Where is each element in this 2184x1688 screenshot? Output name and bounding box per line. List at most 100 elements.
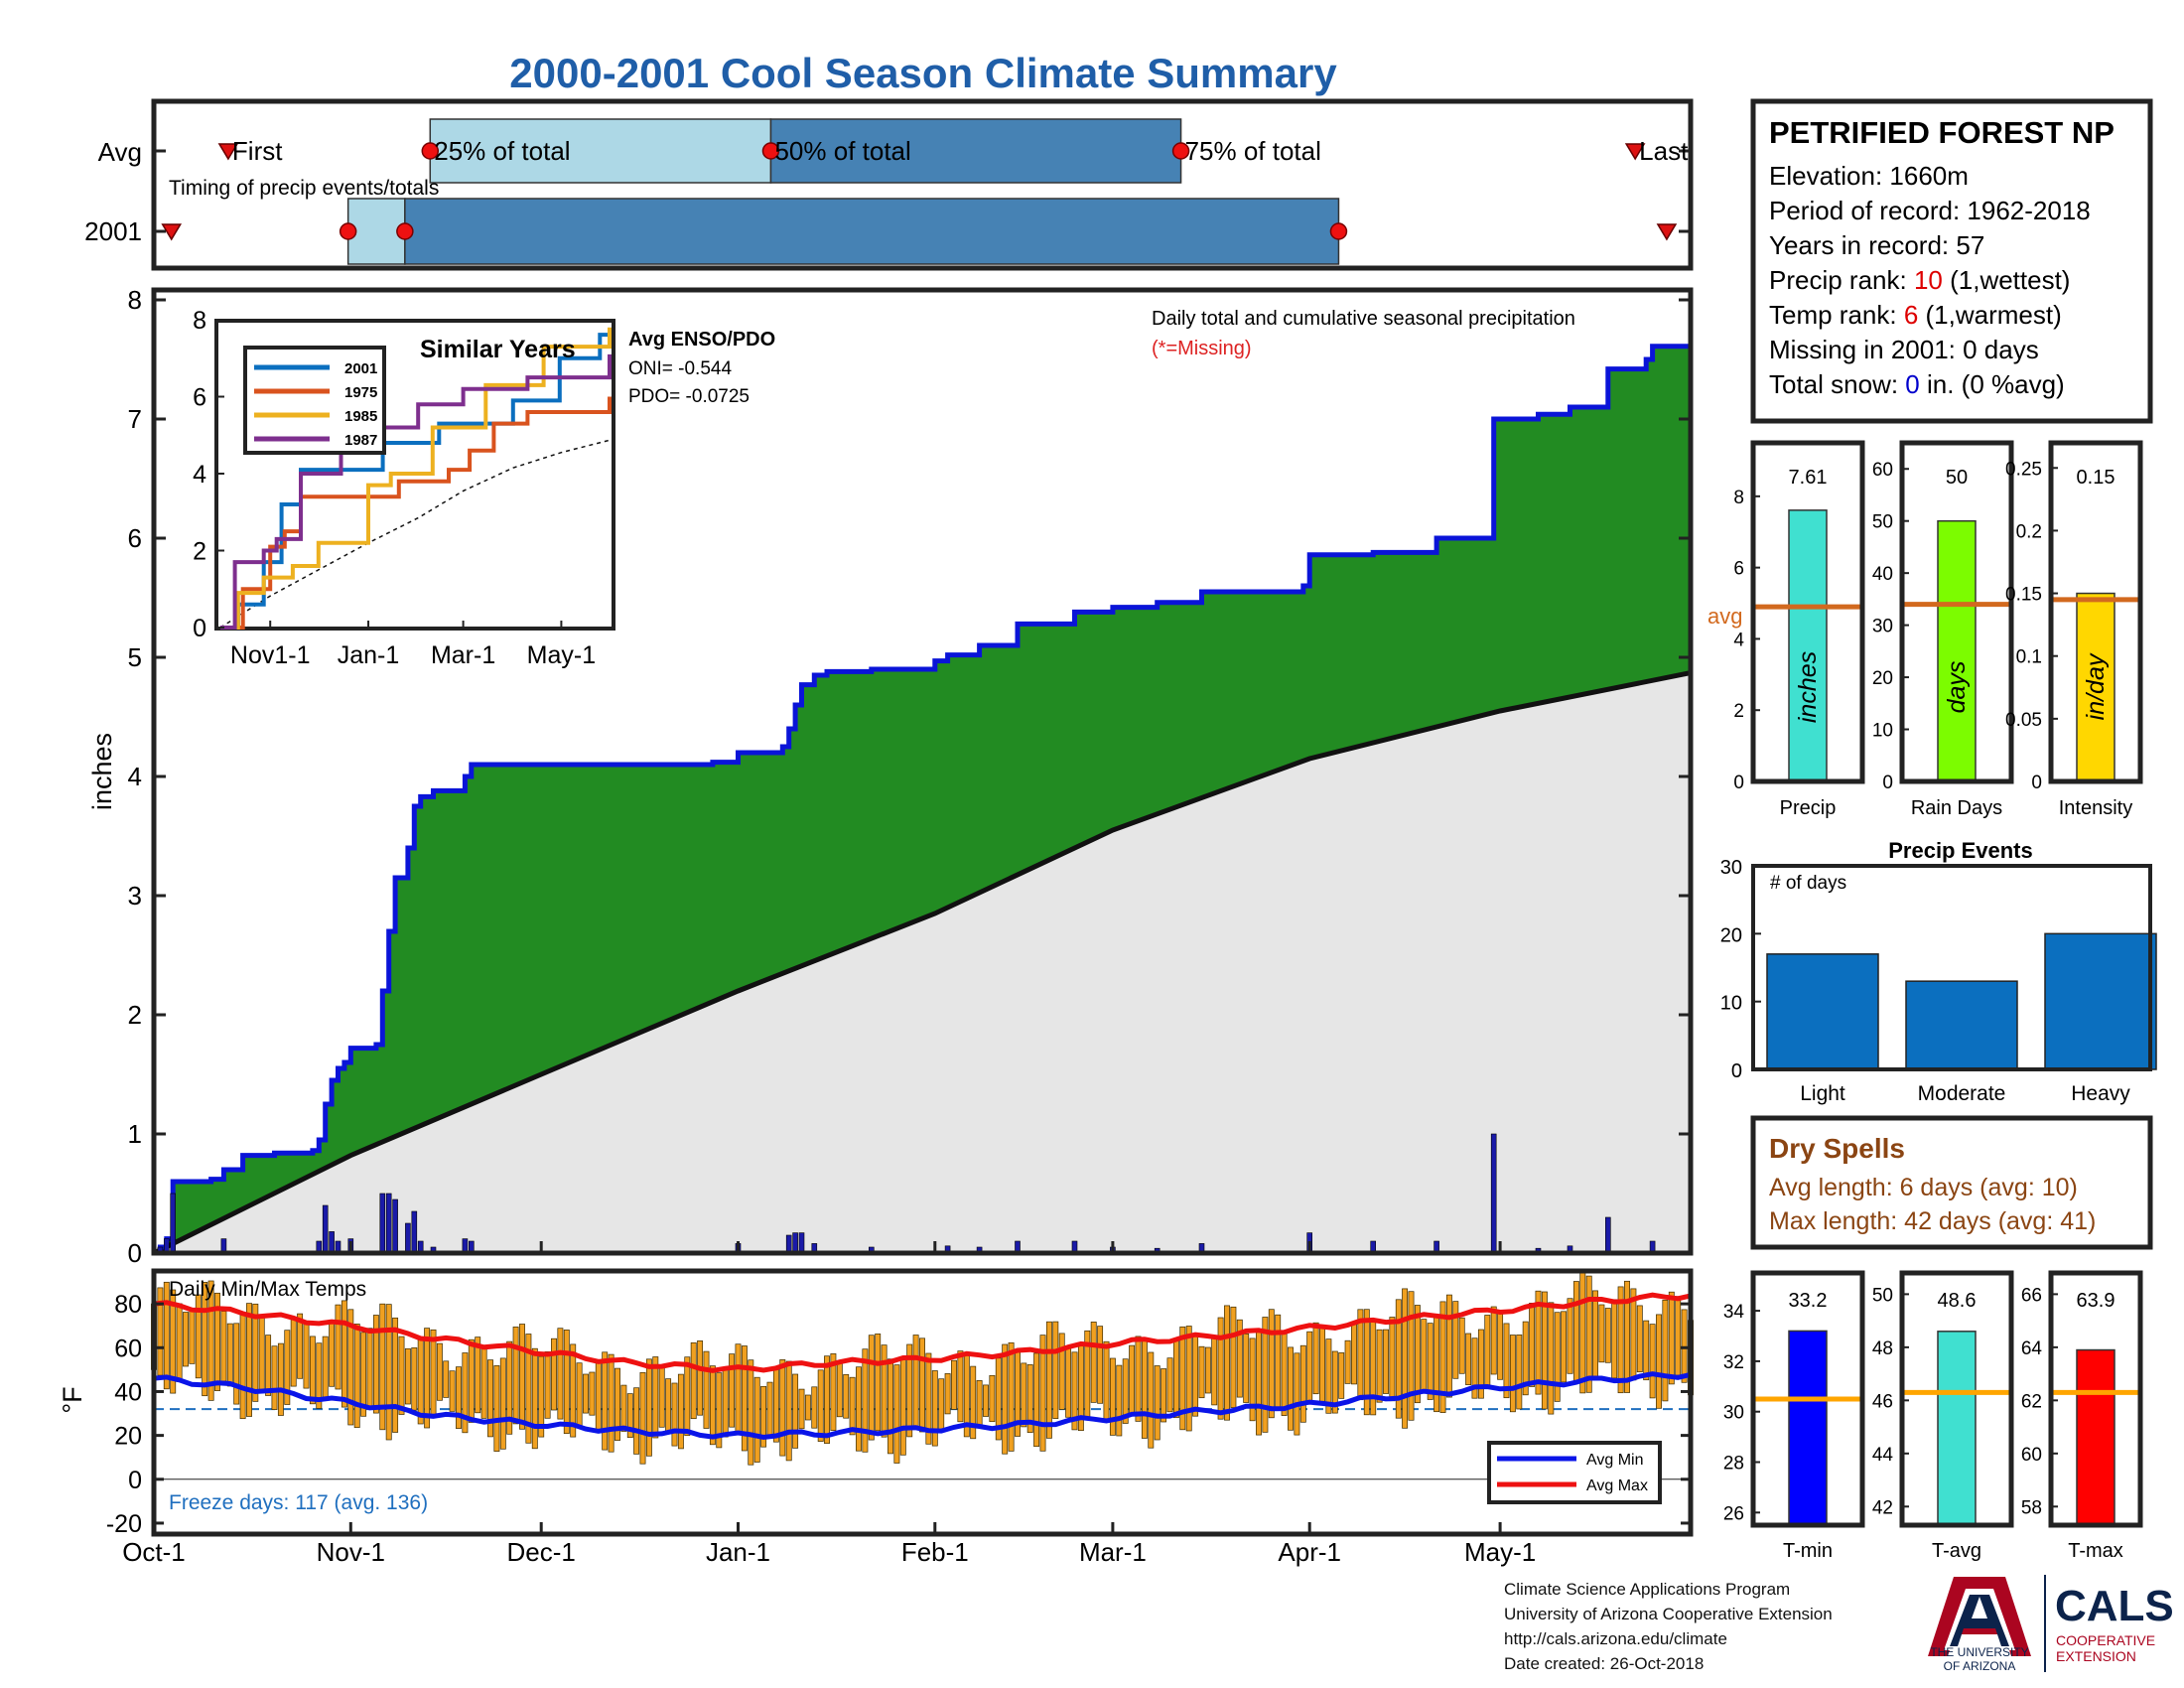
daily-temp-bar [214,1292,220,1391]
daily-temp-bar [620,1384,627,1432]
daily-temp-bar [868,1335,875,1441]
footer-line-university: University of Arizona Cooperative Extens… [1504,1605,1833,1623]
daily-temp-bar [722,1366,729,1438]
daily-temp-bar [1312,1322,1319,1395]
daily-temp-bar [271,1345,278,1410]
daily-temp-bar [430,1329,437,1417]
daily-temp-bar [163,1281,170,1390]
temp-summary-y-tick-label: 62 [2021,1391,2042,1412]
daily-temp-bar [1452,1301,1459,1379]
daily-temp-bar [1135,1336,1142,1422]
daily-temp-bar [176,1303,183,1382]
inset-ticks: 0 2 4 6 8 Nov1-1 Jan-1 Mar-1 May-1 [193,307,596,669]
temp-summary-y-tick-label: 66 [2021,1285,2042,1306]
temp-summary-y-tick-label: 58 [2021,1497,2042,1518]
enso-title: Avg ENSO/PDO [628,329,775,351]
station-frame [1750,98,2153,424]
footer-line-program: Climate Science Applications Program [1504,1580,1791,1599]
temp-y-ticks: -20 0 20 40 60 80 [106,1291,1691,1538]
daily-temp-bar [202,1282,208,1397]
timing-year-q2-box [404,198,1340,265]
daily-temp-bar [583,1373,589,1414]
daily-temp-bar [183,1312,189,1367]
daily-temp-bar [475,1336,481,1414]
daily-temp-bar [1058,1333,1065,1410]
daily-temp-bar [1325,1338,1332,1414]
daily-temp-bar [887,1358,893,1455]
temp-bar-panels: 33.2 T-min 26 28 30 32 34 48.6 T-avg 42 44 46 48 50 63… [1723,1270,2143,1562]
daily-temp-bar [824,1355,830,1444]
summary-value-label: 50 [1946,467,1968,489]
events-ylabel: # of days [1770,873,1846,894]
main-areas [152,344,1692,1256]
event-bar-moderate [1905,980,2018,1070]
main-plot-frame [151,287,1694,1256]
daily-precip-bar [385,1193,392,1254]
summary-panel-frame [1899,440,2014,784]
month-axis: Oct-1 Nov-1 Dec-1 Jan-1 Feb-1 Mar-1 Apr-1 May-1 [122,1241,1536,1567]
daily-temp-bar [1179,1326,1186,1431]
dry-spells-max: Max length: 42 days (avg: 41) [1769,1207,2096,1235]
cals-logo: CALS COOPERATIVE EXTENSION [2055,1582,2174,1664]
daily-temp-bar [347,1309,354,1426]
daily-temp-bar [1294,1352,1300,1436]
daily-temp-bar [1090,1322,1097,1403]
daily-temp-bar [931,1370,938,1447]
summary-y-tick-label: 0.15 [2005,585,2042,606]
daily-temp-bar [690,1341,697,1420]
temp-summary-category-label: T-max [2068,1540,2123,1562]
daily-temp-bar [1331,1350,1338,1414]
daily-precip-bar [411,1210,418,1254]
daily-temp-bar [335,1304,341,1390]
temp-summary-y-tick-label: 32 [1723,1352,1744,1373]
daily-temp-bar [1033,1352,1040,1448]
daily-temp-bar [525,1334,532,1444]
daily-temp-bar [1166,1357,1173,1413]
daily-temp-bar [830,1353,837,1431]
daily-temp-bar [772,1368,779,1443]
inset-series-line-1985 [220,327,612,630]
event-category-label: Heavy [2071,1082,2130,1105]
timing-avg-q2-box [769,118,1182,184]
daily-temp-bar [1065,1346,1072,1418]
inset-y-tick-label: 0 [193,615,206,642]
temp-plot-frame [151,1268,1694,1537]
daily-temp-bar [557,1328,564,1420]
average-precip-area [154,672,1691,1253]
daily-temp-bar [1598,1304,1605,1363]
daily-temp-bar [1402,1288,1409,1429]
summary-value-label: 0.15 [2077,467,2116,489]
summary-y-tick-label: 0 [1882,773,1893,793]
summary-y-tick-label: 0 [1733,773,1744,793]
daily-temp-bar [366,1328,373,1408]
daily-temp-bar [1116,1364,1123,1437]
daily-temp-bar [1445,1294,1452,1398]
daily-temp-bar [493,1365,500,1452]
daily-temp-bar [626,1393,633,1439]
inset-series-line-1975 [220,396,612,630]
daily-temp-bar [804,1394,811,1421]
daily-temp-bar [1204,1346,1211,1394]
daily-temp-bar [1408,1291,1415,1421]
daily-temp-bar [1395,1299,1402,1419]
summary-y-tick-label: 50 [1872,512,1893,533]
summary-y-tick-label: 20 [1872,668,1893,689]
daily-temp-bar [645,1358,652,1457]
inset-y-tick-label: 6 [193,384,206,412]
daily-temp-bar [938,1378,945,1433]
summary-unit-label: in/day [2082,652,2110,720]
timing-label-first: First [232,136,283,166]
timing-year-percentile-dot [339,222,357,240]
inset-y-tick-label: 8 [193,307,206,335]
temp-summary-y-tick-label: 30 [1723,1403,1744,1424]
temp-summary-frame [1899,1270,2014,1528]
daily-temp-bar [1675,1296,1682,1376]
daily-temp-bar [1649,1324,1656,1399]
daily-temp-bar [1592,1290,1598,1378]
daily-temp-bar [1541,1291,1548,1410]
footer-credits: Climate Science Applications Program Uni… [1504,1577,1833,1676]
dry-spells-title: Dry Spells [1769,1133,1905,1164]
daily-temp-bar [1516,1335,1523,1410]
daily-temp-bar [1192,1336,1199,1417]
daily-temp-bar [1509,1335,1516,1413]
